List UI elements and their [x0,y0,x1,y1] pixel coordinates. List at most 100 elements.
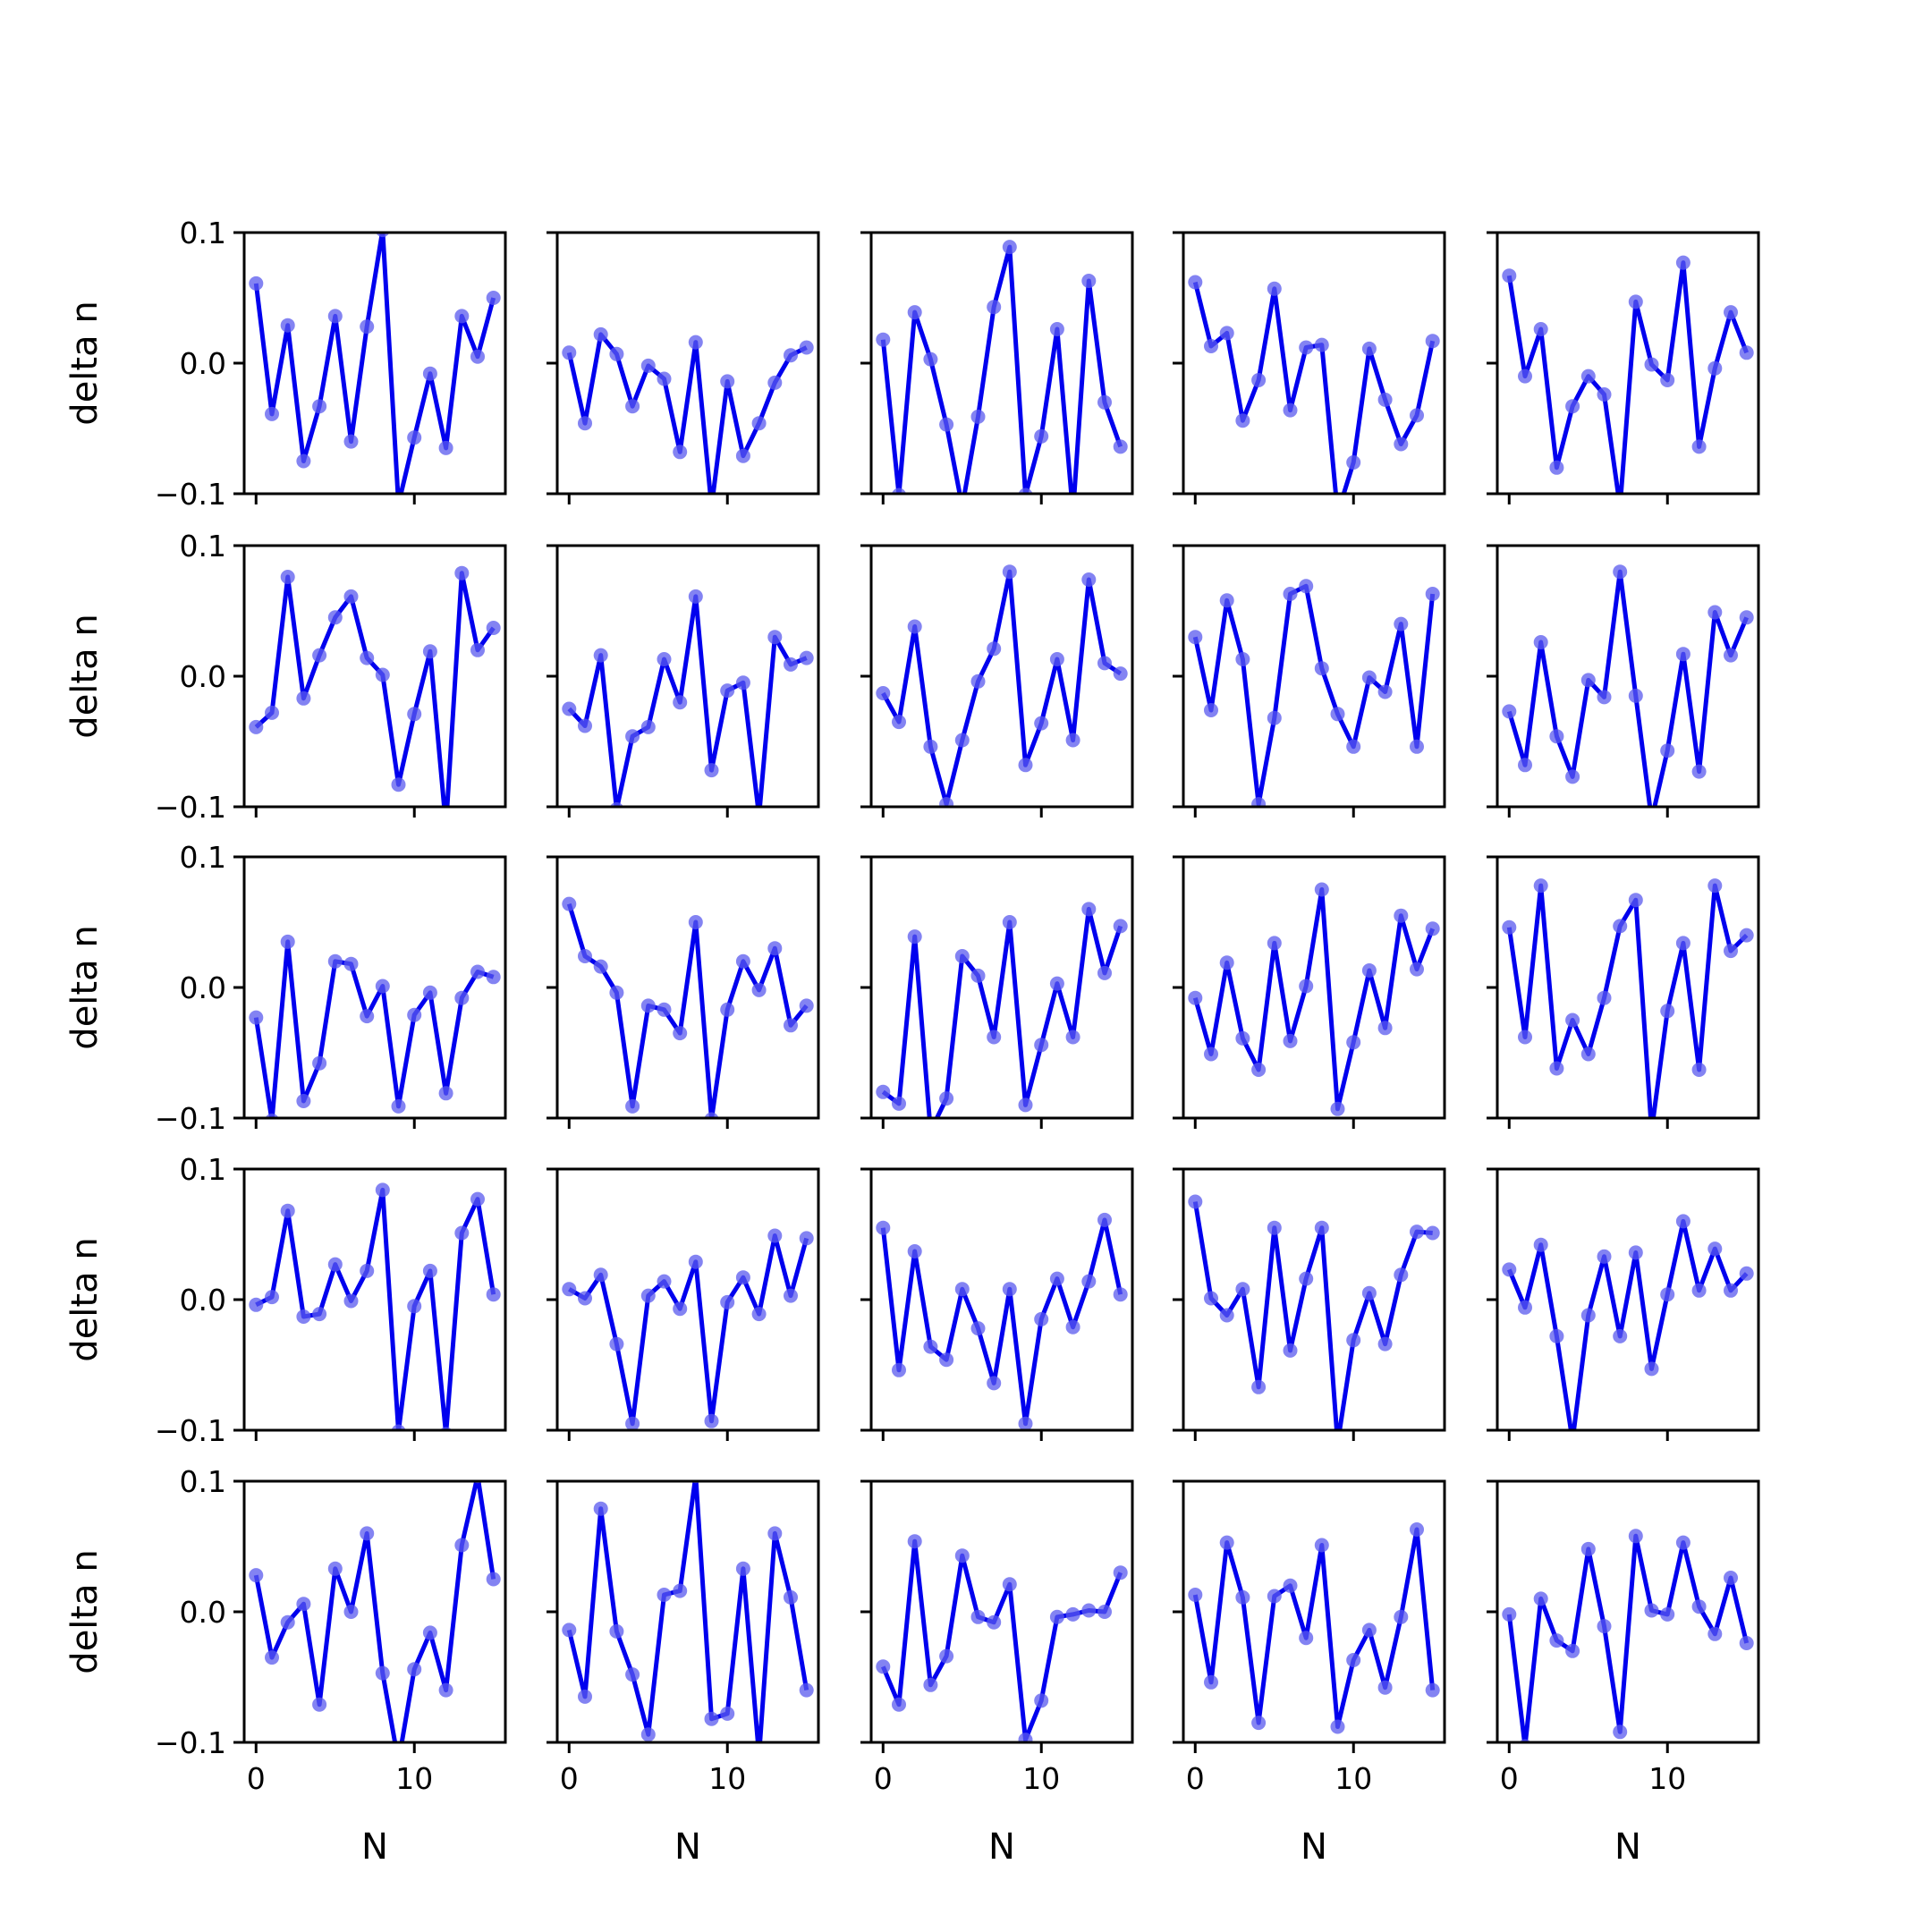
data-point [1283,1033,1298,1048]
data-point [939,1352,954,1368]
data-point [784,657,798,672]
data-point [1691,764,1707,779]
data-point [923,1339,938,1354]
data-point [1361,963,1377,978]
data-point [625,399,640,414]
data-point [296,453,311,469]
data-point [923,739,938,754]
series-line [1192,1527,1436,1729]
data-point [1049,322,1064,336]
x-tick-label: 0 [1500,1761,1519,1796]
data-point [1502,704,1517,719]
data-point [593,326,608,342]
data-point [767,375,783,390]
data-point [1628,893,1643,908]
data-point [1410,739,1424,754]
data-point [1565,1643,1580,1658]
data-point [422,1263,437,1278]
data-point [876,1220,891,1235]
data-point [1502,919,1517,935]
subplot-r1-c4 [1487,544,1760,818]
data-point [296,1309,311,1324]
data-point [1219,955,1234,970]
data-point [360,1526,375,1541]
subplot-r3-c2 [860,1167,1134,1441]
data-point [1597,1249,1612,1264]
data-point [784,1288,798,1303]
data-point [1361,1623,1377,1638]
data-point [422,366,437,381]
subplot-r3-c0: −0.1 0.0 0.1 delta n [64,1152,507,1448]
series-line [1506,569,1750,807]
data-point [1675,255,1690,270]
x-tick-label: 10 [708,1761,746,1796]
data-point [249,1568,264,1583]
series-line [568,1233,809,1427]
data-point [751,1307,767,1322]
data-point [1314,882,1329,897]
subplot-r2-c2 [860,855,1134,1129]
series-group [1502,255,1754,494]
data-point [1219,1535,1234,1550]
data-point [640,1727,656,1742]
data-point [1425,921,1440,936]
data-point [1002,240,1017,255]
x-axis-label: N [1614,1826,1641,1868]
data-point [720,683,735,699]
data-point [1113,439,1128,454]
data-point [1724,1571,1738,1585]
data-point [1707,1241,1723,1257]
data-point [422,1625,437,1640]
data-point [1081,902,1097,917]
data-point [486,1572,501,1587]
subplots: −0.1 0.0 0.1 delta n −0.1 0.0 0.1 delta n −0.1 0.… [64,216,1760,1868]
series-group [876,902,1128,1118]
data-point [578,949,592,963]
data-point [296,1094,311,1108]
series-line [1506,1218,1749,1430]
data-point [1644,357,1659,372]
data-point [249,719,264,734]
data-point [1425,1682,1440,1698]
data-point [751,416,767,431]
data-point [1219,1308,1234,1323]
data-point [1081,274,1097,288]
data-point [1533,1237,1548,1252]
data-point [1314,1220,1329,1235]
data-point [327,610,343,625]
data-point [249,1297,264,1312]
x-tick-label: 10 [395,1761,433,1796]
data-point [1394,1267,1409,1283]
data-point [327,1561,343,1576]
subplot-r1-c1 [547,544,820,818]
data-point [1346,1653,1361,1667]
data-point [1518,758,1532,773]
data-point [1410,1522,1424,1537]
data-point [876,1659,891,1674]
subplot-r4-c3: 0 10N [1173,1479,1446,1868]
data-point [454,990,470,1005]
data-point [312,1307,327,1322]
y-tick-label: −0.1 [155,1725,226,1760]
series-group [562,1228,814,1430]
data-point [1580,1308,1596,1323]
series-group [562,1481,814,1742]
data-point [892,1697,906,1712]
data-point [1097,1212,1112,1227]
series-line [881,906,1123,1118]
data-point [562,345,577,360]
series-line [880,1538,1123,1742]
data-point [1314,1538,1329,1553]
series-line [255,1187,496,1430]
data-point [767,1526,783,1541]
data-point [735,675,750,691]
data-point [1425,334,1440,349]
data-point [907,929,922,945]
data-point [438,440,453,455]
data-point [1425,587,1440,601]
y-tick-label: 0.1 [180,216,226,250]
data-point [486,621,501,635]
data-point [1361,341,1377,356]
data-point [562,701,577,716]
